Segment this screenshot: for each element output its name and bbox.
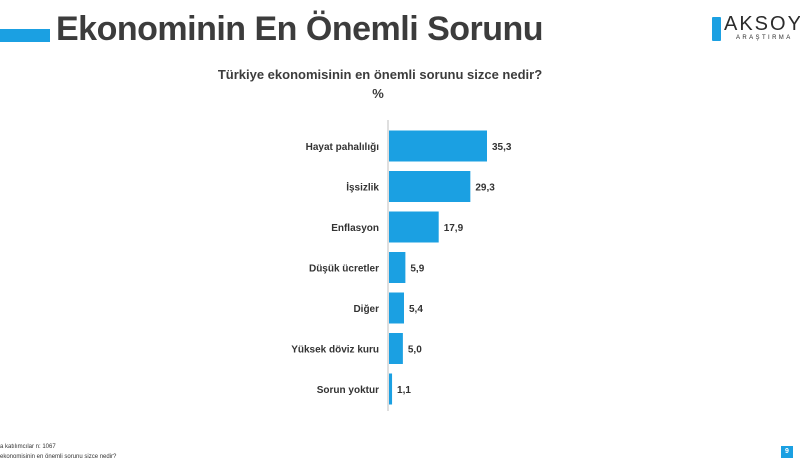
bar-0: [389, 130, 487, 162]
value-label-0: 35,3: [492, 142, 512, 153]
title-accent-bar: [0, 29, 50, 42]
chart-subtitle: %: [372, 86, 384, 101]
bar-2: [389, 211, 439, 243]
value-label-3: 5,9: [410, 264, 424, 275]
value-label-1: 29,3: [475, 183, 495, 194]
category-label-2: Enflasyon: [331, 223, 379, 234]
page-title: Ekonominin En Önemli Sorunu: [56, 10, 544, 48]
logo-subtitle: ARAŞTIRMA: [736, 35, 793, 41]
brand-badge-icon: [712, 17, 721, 41]
footnote-question: ekonomisinin en önemli sorunu sizce nedi…: [0, 454, 117, 460]
bar-5: [389, 333, 403, 364]
chart-title: Türkiye ekonomisinin en önemli sorunu si…: [217, 67, 543, 82]
bar-4: [389, 292, 404, 324]
category-label-1: İşsizlik: [346, 181, 379, 194]
category-label-0: Hayat pahalılığı: [306, 142, 380, 153]
bar-6: [389, 373, 393, 405]
bar-1: [389, 171, 471, 202]
value-label-2: 17,9: [444, 223, 464, 234]
footnote-sample-size: a katılımcılar n: 1067: [0, 444, 56, 450]
bar-chart: Hayat pahalılığı 35,3 İşsizlik 29,3 Enflasyo…: [291, 120, 512, 411]
brand-logo: AKSOY ARAŞTIRMA: [712, 13, 800, 45]
value-label-5: 5,0: [408, 345, 422, 356]
value-label-4: 5,4: [409, 304, 423, 315]
category-label-4: Diğer: [353, 304, 379, 315]
category-label-6: Sorun yoktur: [317, 385, 379, 396]
category-label-5: Yüksek döviz kuru: [291, 345, 379, 356]
value-label-6: 1,1: [397, 385, 411, 396]
bar-3: [389, 252, 406, 283]
logo-name: AKSOY: [724, 13, 800, 35]
category-label-3: Düşük ücretler: [309, 264, 379, 275]
page-number: 9: [781, 446, 793, 458]
